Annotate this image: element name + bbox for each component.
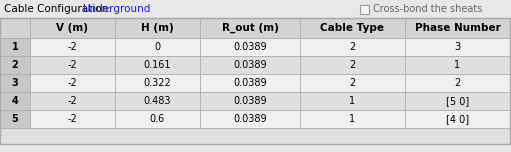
Bar (30, 110, 115, 128)
Text: 2: 2 (12, 60, 18, 70)
Text: 0.0389: 0.0389 (233, 60, 267, 70)
Text: Cross-bond the sheats: Cross-bond the sheats (373, 4, 482, 14)
Text: [5 0]: [5 0] (446, 96, 469, 106)
Bar (30, 74, 115, 92)
Bar (115, 18, 200, 38)
Text: R_out (m): R_out (m) (222, 23, 278, 33)
Text: 0.322: 0.322 (144, 78, 171, 88)
Text: Cable Configuration:: Cable Configuration: (4, 4, 119, 14)
Text: 3: 3 (12, 78, 18, 88)
Bar (0, 0, 511, 18)
Bar (200, 56, 300, 74)
Text: 1: 1 (454, 60, 460, 70)
Bar (300, 56, 405, 74)
Bar (200, 110, 300, 128)
Bar (30, 56, 115, 74)
Bar (300, 18, 405, 38)
Bar (30, 38, 115, 56)
Bar (200, 92, 300, 110)
Bar (405, 18, 510, 38)
Text: 5: 5 (12, 114, 18, 124)
Text: 1: 1 (350, 114, 356, 124)
Bar (0, 110, 30, 128)
Text: 0.0389: 0.0389 (233, 96, 267, 106)
Bar (30, 18, 115, 38)
Bar (0, 18, 510, 144)
Bar (405, 38, 510, 56)
Bar (360, 5, 369, 14)
Text: -2: -2 (67, 78, 77, 88)
Bar (115, 110, 200, 128)
Text: V (m): V (m) (57, 23, 88, 33)
Text: 0: 0 (154, 42, 160, 52)
Text: Underground: Underground (82, 4, 150, 14)
Text: 3: 3 (454, 42, 460, 52)
Text: 4: 4 (12, 96, 18, 106)
Text: 0.0389: 0.0389 (233, 42, 267, 52)
Text: -2: -2 (67, 114, 77, 124)
Text: [4 0]: [4 0] (446, 114, 469, 124)
Bar (405, 56, 510, 74)
Bar (405, 110, 510, 128)
Text: 1: 1 (12, 42, 18, 52)
Bar (200, 18, 300, 38)
Text: -2: -2 (67, 60, 77, 70)
Bar (200, 74, 300, 92)
Text: 2: 2 (350, 60, 356, 70)
Bar (0, 74, 30, 92)
Text: 0.6: 0.6 (150, 114, 165, 124)
Bar (200, 38, 300, 56)
Text: 2: 2 (350, 78, 356, 88)
Bar (0, 38, 30, 56)
Bar (300, 110, 405, 128)
Bar (300, 38, 405, 56)
Bar (300, 74, 405, 92)
Bar (115, 56, 200, 74)
Text: -2: -2 (67, 96, 77, 106)
Bar (0, 128, 511, 144)
Bar (0, 18, 30, 38)
Bar (405, 92, 510, 110)
Text: Cable Type: Cable Type (320, 23, 384, 33)
Text: 0.0389: 0.0389 (233, 114, 267, 124)
Bar (115, 38, 200, 56)
Text: H (m): H (m) (141, 23, 174, 33)
Bar (30, 92, 115, 110)
Bar (405, 74, 510, 92)
Bar (115, 92, 200, 110)
Text: Phase Number: Phase Number (414, 23, 500, 33)
Bar (0, 92, 30, 110)
Bar (0, 56, 30, 74)
Text: 0.161: 0.161 (144, 60, 171, 70)
Text: -2: -2 (67, 42, 77, 52)
Text: 0.483: 0.483 (144, 96, 171, 106)
Bar (115, 74, 200, 92)
Text: 0.0389: 0.0389 (233, 78, 267, 88)
Bar (300, 92, 405, 110)
Text: 2: 2 (350, 42, 356, 52)
Text: 2: 2 (454, 78, 460, 88)
Text: 1: 1 (350, 96, 356, 106)
